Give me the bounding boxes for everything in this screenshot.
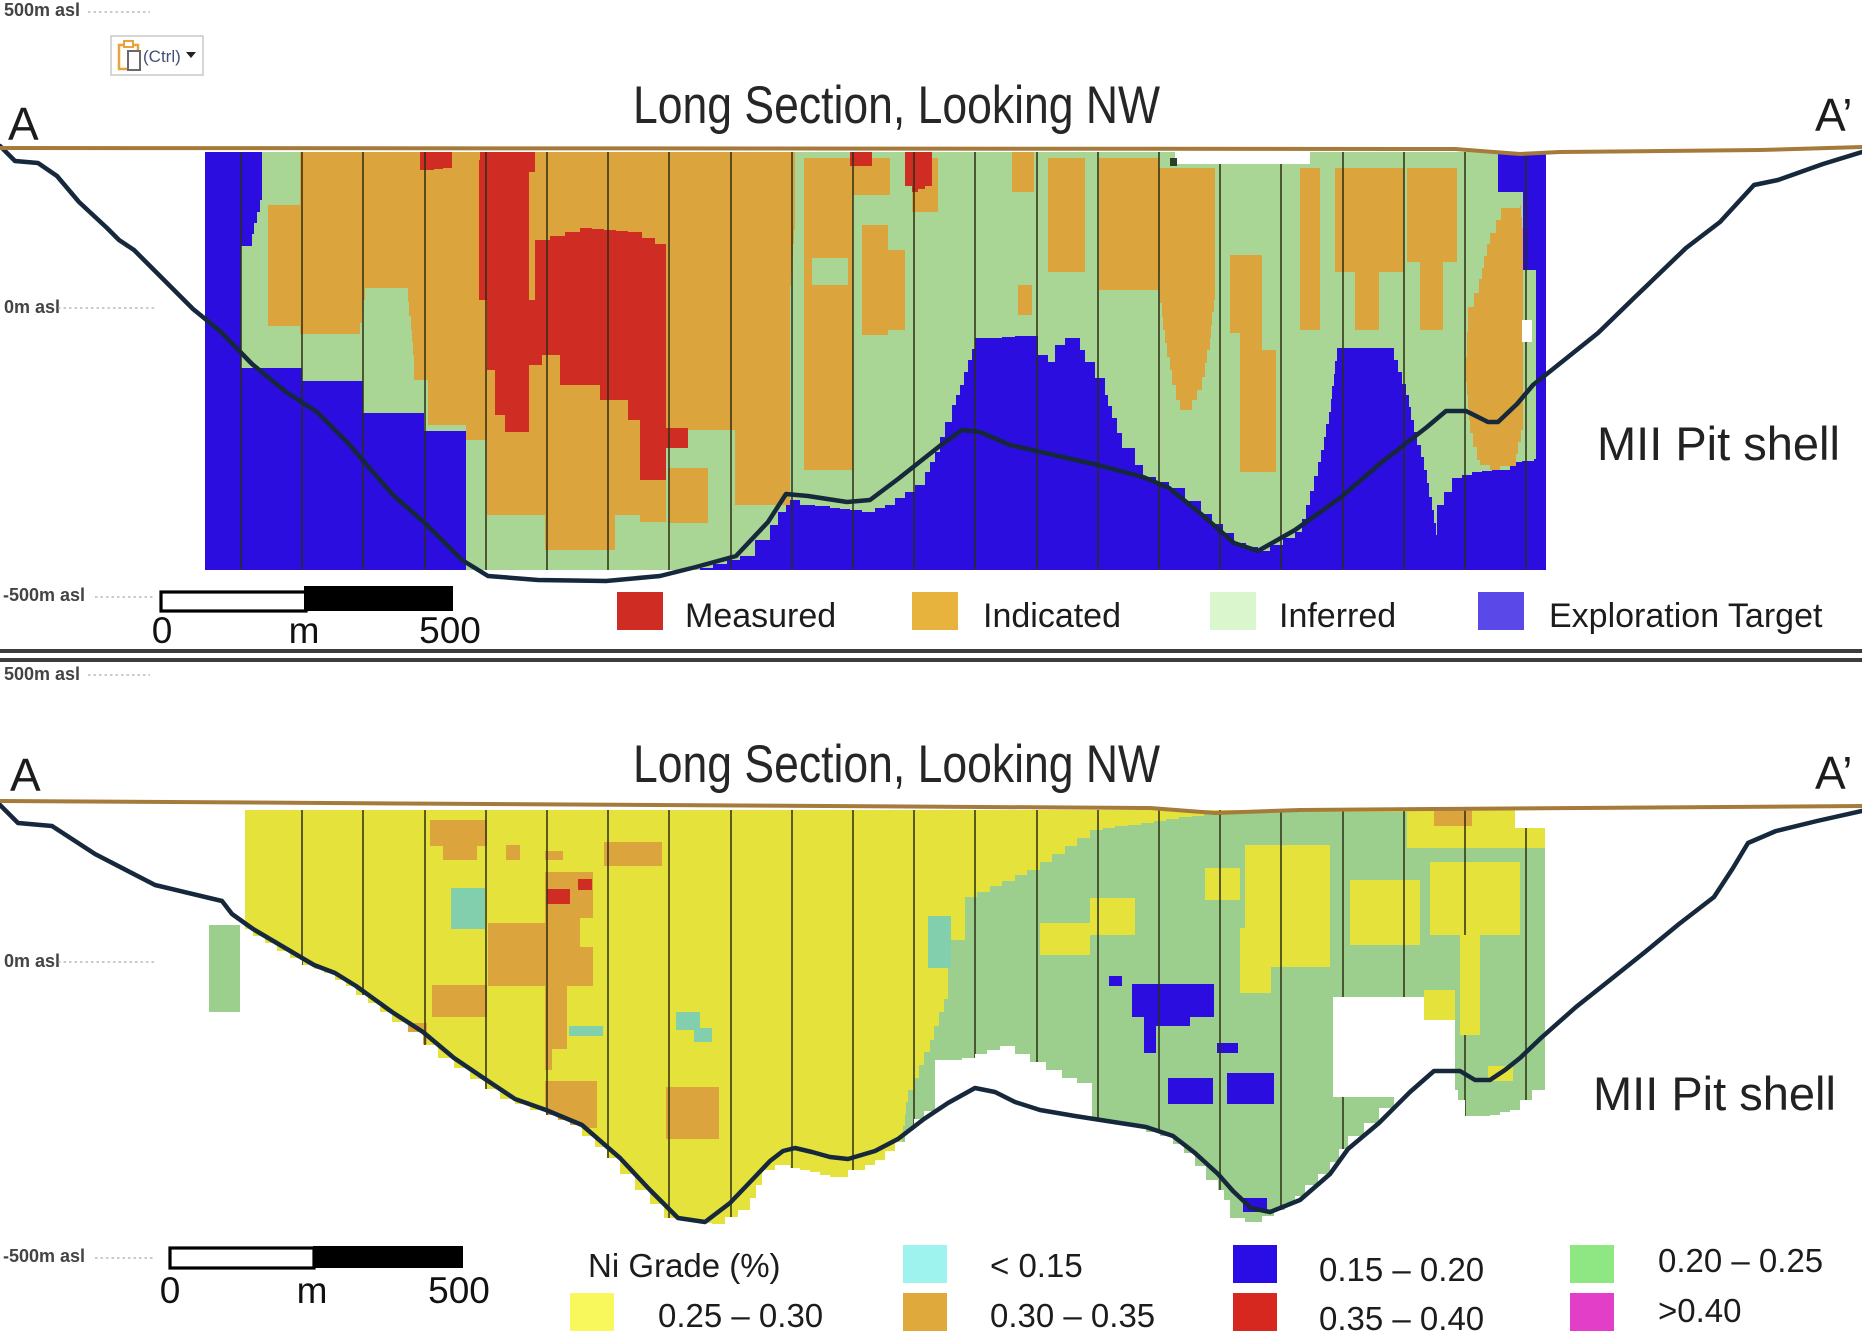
svg-text:0.15 – 0.20: 0.15 – 0.20 (1319, 1251, 1484, 1288)
svg-text:>0.40: >0.40 (1658, 1292, 1742, 1329)
svg-text:Long Section, Looking NW: Long Section, Looking NW (633, 76, 1160, 135)
svg-text:0m asl: 0m asl (4, 297, 60, 317)
svg-text:0.20 – 0.25: 0.20 – 0.25 (1658, 1242, 1823, 1279)
svg-text:0.30 – 0.35: 0.30 – 0.35 (990, 1297, 1155, 1334)
svg-text:Ni Grade (%): Ni Grade (%) (588, 1247, 781, 1284)
svg-text:0.35 – 0.40: 0.35 – 0.40 (1319, 1300, 1484, 1334)
svg-text:0.25 – 0.30: 0.25 – 0.30 (658, 1297, 823, 1334)
svg-text:(Ctrl): (Ctrl) (143, 47, 181, 66)
svg-text:Measured: Measured (685, 597, 836, 635)
svg-text:< 0.15: < 0.15 (990, 1247, 1083, 1284)
svg-text:A’: A’ (1815, 89, 1853, 141)
svg-text:500: 500 (419, 610, 481, 651)
svg-text:500m asl: 500m asl (4, 664, 80, 684)
svg-text:0m asl: 0m asl (4, 951, 60, 971)
svg-text:Exploration Target: Exploration Target (1549, 597, 1823, 635)
svg-text:A: A (8, 98, 39, 150)
svg-text:A: A (10, 749, 41, 801)
svg-text:0: 0 (160, 1270, 181, 1311)
svg-text:MII Pit shell: MII Pit shell (1597, 417, 1840, 470)
svg-text:0: 0 (152, 610, 173, 651)
svg-text:-500m asl: -500m asl (3, 585, 85, 605)
svg-text:Long Section, Looking NW: Long Section, Looking NW (633, 735, 1160, 794)
svg-text:Indicated: Indicated (983, 597, 1121, 635)
svg-text:500: 500 (428, 1270, 490, 1311)
svg-text:MII Pit shell: MII Pit shell (1593, 1067, 1836, 1120)
svg-text:-500m asl: -500m asl (3, 1246, 85, 1266)
svg-text:m: m (297, 1270, 328, 1311)
svg-text:m: m (289, 610, 320, 651)
svg-text:Inferred: Inferred (1279, 597, 1396, 635)
svg-text:A’: A’ (1815, 747, 1853, 799)
svg-text:500m asl: 500m asl (4, 0, 80, 20)
